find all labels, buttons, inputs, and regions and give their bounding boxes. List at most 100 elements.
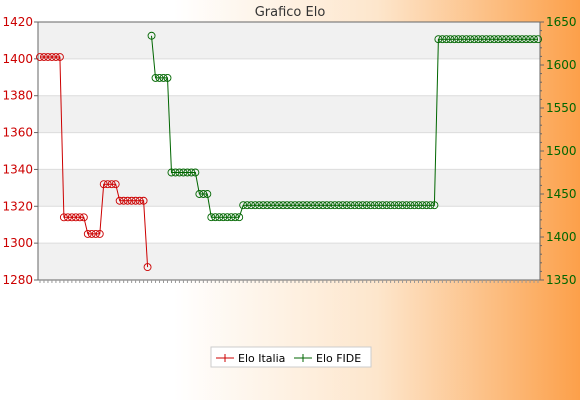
y-right-tick-label: 1500 [546, 144, 577, 158]
y-right-tick-label: 1600 [546, 58, 577, 72]
data-point-elo-fide [275, 201, 283, 210]
data-point-elo-fide [215, 213, 224, 222]
data-point-elo-fide [191, 168, 200, 177]
y-right-tick-label: 1400 [546, 230, 577, 244]
data-point-elo-fide [394, 201, 403, 210]
legend-box [210, 346, 372, 368]
data-point-elo-fide [199, 190, 208, 198]
data-point-elo-fide [314, 201, 323, 210]
data-point-elo-fide [458, 35, 467, 44]
data-point-elo-fide [506, 35, 515, 44]
plot-bands [38, 22, 540, 280]
data-point-elo-italia [143, 263, 152, 272]
data-point-elo-fide [235, 213, 244, 222]
data-point-elo-fide [155, 73, 164, 82]
data-point-elo-fide [287, 201, 295, 210]
data-point-elo-italia [95, 229, 104, 238]
data-point-elo-fide [283, 201, 291, 210]
data-point-elo-fide [378, 201, 387, 210]
data-point-elo-fide [478, 35, 487, 44]
data-point-elo-fide [163, 73, 172, 82]
data-point-elo-fide [334, 201, 343, 210]
y-right-tick-label: 1450 [546, 187, 577, 201]
data-point-elo-fide [223, 213, 232, 222]
data-point-elo-fide [298, 201, 307, 210]
data-point-elo-fide [358, 201, 367, 210]
data-point-elo-fide [330, 201, 339, 210]
data-point-elo-fide [279, 201, 287, 210]
chart-title: Grafico Elo [255, 5, 326, 20]
data-point-elo-fide [263, 201, 272, 210]
y-left-tick-label: 1300 [2, 236, 33, 250]
grid-band [38, 22, 540, 59]
data-point-elo-fide [370, 201, 379, 210]
series-line-elo-italia [40, 56, 149, 268]
y-left-tick-label: 1320 [2, 199, 33, 213]
y-left-tick-label: 1340 [2, 162, 33, 176]
data-point-elo-italia [63, 213, 72, 222]
data-point-elo-fide [183, 168, 192, 177]
data-point-elo-fide [338, 201, 347, 210]
data-point-elo-fide [530, 35, 538, 44]
data-point-elo-fide [310, 201, 319, 210]
data-point-elo-fide [350, 201, 359, 210]
data-point-elo-fide [231, 213, 240, 222]
data-point-elo-italia [71, 213, 80, 222]
data-point-elo-fide [326, 201, 335, 210]
data-point-elo-fide [239, 201, 248, 210]
data-point-elo-fide [454, 35, 463, 44]
data-point-elo-italia [103, 180, 112, 189]
data-point-elo-fide [159, 73, 168, 82]
data-point-elo-fide [366, 201, 375, 210]
data-point-elo-fide [434, 35, 443, 44]
data-point-elo-fide [514, 35, 523, 44]
data-point-elo-italia [139, 196, 148, 205]
data-point-elo-fide [219, 213, 228, 222]
data-point-elo-italia [115, 196, 124, 205]
data-point-elo-italia [119, 196, 128, 205]
data-point-elo-italia [83, 229, 92, 238]
y-left-tick-label: 1380 [2, 89, 33, 103]
data-point-elo-fide [470, 35, 479, 44]
data-point-elo-italia [55, 53, 64, 61]
data-point-elo-fide [462, 35, 471, 44]
data-point-elo-italia [135, 196, 144, 205]
data-point-elo-italia [87, 229, 96, 238]
data-point-elo-italia [44, 53, 52, 61]
data-point-elo-fide [171, 168, 180, 177]
data-point-elo-fide [271, 201, 280, 210]
data-point-elo-italia [40, 53, 48, 61]
data-point-elo-fide [267, 201, 276, 210]
grid-band [38, 95, 540, 133]
data-point-elo-fide [211, 213, 220, 222]
data-point-elo-fide [291, 201, 299, 210]
data-point-elo-fide [247, 201, 256, 210]
y-left-tick-label: 1360 [2, 126, 33, 140]
data-point-elo-fide [450, 35, 459, 44]
data-point-elo-fide [382, 201, 391, 210]
data-point-elo-fide [446, 35, 455, 44]
data-point-elo-fide [442, 35, 451, 44]
data-point-elo-fide [426, 201, 435, 210]
data-point-elo-fide [406, 201, 415, 210]
data-point-elo-fide [510, 35, 519, 44]
data-point-elo-fide [167, 168, 176, 177]
data-point-elo-fide [251, 201, 260, 210]
data-point-elo-fide [410, 201, 419, 210]
data-point-elo-fide [386, 201, 395, 210]
y-right-tick-label: 1550 [546, 101, 577, 115]
data-point-elo-fide [398, 201, 407, 210]
data-point-elo-fide [490, 35, 499, 44]
y-left-tick-label: 1420 [2, 15, 33, 29]
data-point-elo-fide [474, 35, 483, 44]
data-point-elo-fide [207, 213, 216, 222]
legend: Elo Italia Elo FIDE [210, 346, 372, 368]
data-point-elo-fide [438, 35, 447, 44]
data-point-elo-fide [151, 73, 160, 82]
data-point-elo-fide [295, 201, 303, 210]
legend-label-elo-fide: Elo FIDE [316, 352, 361, 365]
data-point-elo-fide [402, 201, 411, 210]
data-point-elo-fide [430, 201, 439, 210]
data-point-elo-fide [494, 35, 503, 44]
data-point-elo-italia [79, 213, 88, 222]
